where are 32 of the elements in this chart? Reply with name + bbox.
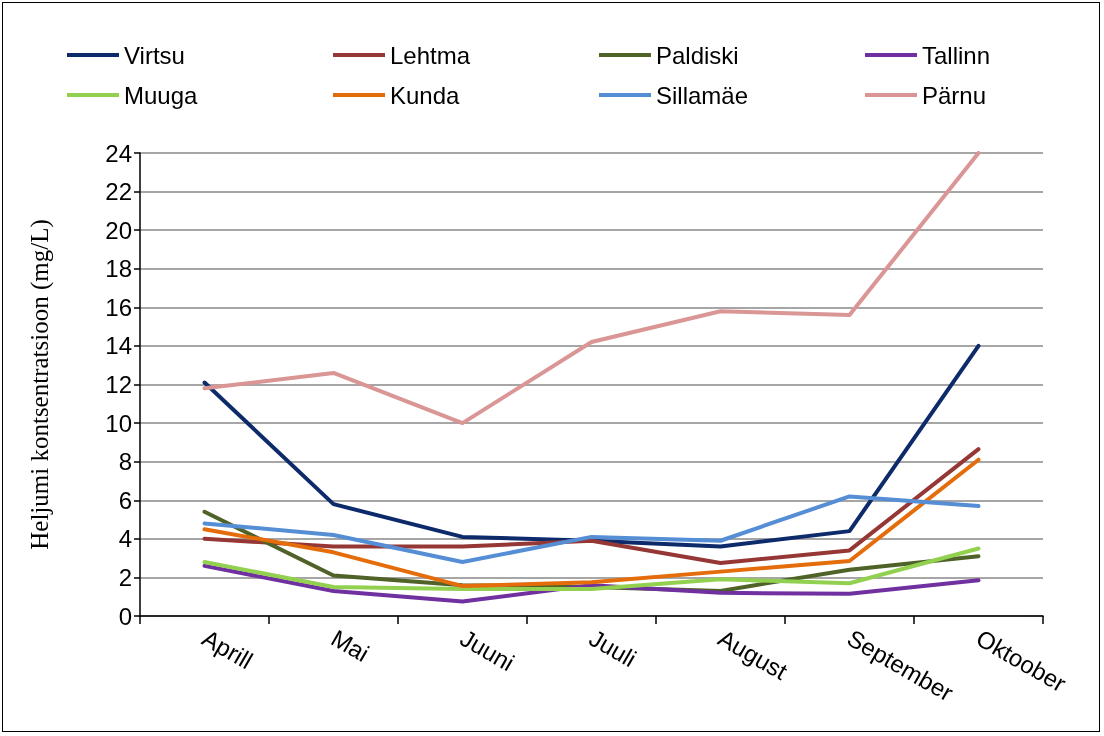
x-tick-label: Juuni — [455, 624, 519, 677]
y-tick-label: 20 — [105, 216, 132, 244]
y-tick-label: 12 — [105, 371, 132, 398]
legend-label: Virtsu — [124, 41, 185, 69]
legend-label: Muuga — [124, 81, 199, 109]
legend-label: Pärnu — [922, 81, 987, 109]
legend-label: Tallinn — [922, 41, 991, 69]
line-series — [202, 151, 981, 426]
y-tick-label: 6 — [118, 486, 132, 514]
y-tick-label: 16 — [105, 293, 132, 321]
legend-label: Sillamäe — [656, 81, 749, 109]
legend-label: Kunda — [390, 81, 461, 109]
legend-label: Lehtma — [390, 41, 471, 69]
y-tick-label: 24 — [105, 139, 132, 167]
x-tick-label: Aprill — [197, 624, 258, 675]
line-series — [202, 343, 981, 549]
y-tick-label: 0 — [118, 602, 132, 630]
x-tick-label: Mai — [326, 624, 374, 668]
y-tick-label: 2 — [118, 563, 132, 591]
y-tick-label: 14 — [105, 332, 132, 360]
line-series — [202, 546, 981, 591]
legend-label: Paldiski — [656, 41, 739, 69]
x-tick-label: Juuli — [584, 624, 641, 673]
y-tick-label: 18 — [105, 255, 132, 283]
line-series — [202, 457, 981, 589]
y-tick-label: 4 — [118, 525, 132, 553]
line-series — [202, 494, 981, 564]
y-tick-label: 8 — [118, 448, 132, 476]
line-series — [202, 563, 981, 604]
y-tick-label: 10 — [105, 409, 132, 437]
y-tick-label: 22 — [105, 178, 132, 206]
y-axis-title: Heljumi kontsentratsioon (mg/L) — [26, 219, 54, 550]
